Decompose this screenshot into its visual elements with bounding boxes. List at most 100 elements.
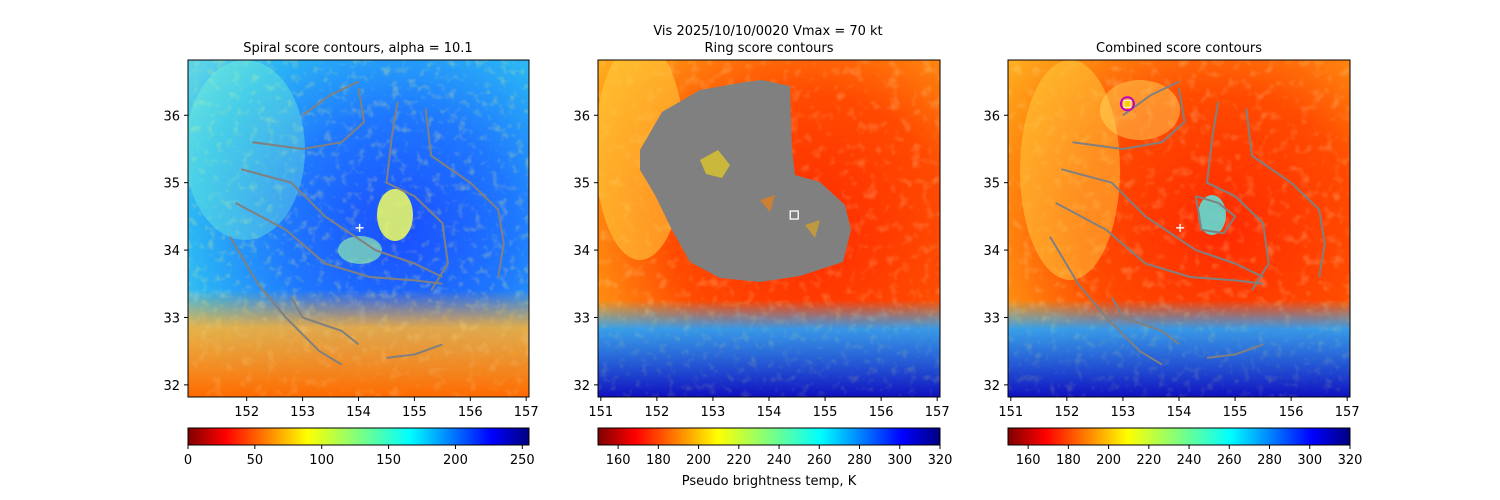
contour-line-3 (1055, 202, 1264, 285)
y-tick-label: 36 (573, 109, 590, 124)
center-plus (355, 223, 364, 232)
colorbar-tick-label: 280 (1257, 453, 1282, 468)
center-marker (1176, 223, 1185, 232)
center-plus (1176, 223, 1185, 232)
colorbar-tick-label: 250 (510, 453, 535, 468)
x-tick-label: 154 (757, 405, 782, 420)
x-tick-label: 151 (588, 405, 613, 420)
x-tick-label: 156 (1279, 405, 1304, 420)
colorbar-tick-label: 200 (1096, 453, 1121, 468)
colorbar-tick-label: 180 (646, 453, 671, 468)
y-tick-label: 34 (983, 244, 1000, 259)
colorbar-tick-label: 280 (847, 453, 872, 468)
panel-title: Ring score contours (704, 41, 833, 56)
contour-line-0 (302, 80, 359, 117)
panel-title: Combined score contours (1096, 41, 1262, 56)
colorbar-tick-label: 160 (1016, 453, 1041, 468)
colorbar-tick-label: 180 (1056, 453, 1081, 468)
x-tick-label: 157 (925, 405, 950, 420)
x-tick-label: 152 (234, 405, 259, 420)
y-axis: 32 33 34 35 36 (163, 109, 188, 394)
y-axis: 32 33 34 35 36 (573, 109, 598, 394)
x-axis: 152 153 154 155 156 157 (234, 397, 539, 420)
y-tick-label: 34 (163, 244, 180, 259)
x-axis: 151 152 153 154 155 156 157 (588, 397, 950, 420)
colorbar-tick-label: 100 (309, 453, 334, 468)
contour-line-7 (290, 296, 360, 346)
x-tick-label: 151 (998, 405, 1023, 420)
contour-line-1 (1072, 88, 1186, 150)
center-square (789, 210, 799, 220)
colorbar-tick-label: 160 (606, 453, 631, 468)
x-tick-label: 153 (701, 405, 726, 420)
colorbar-tick-label: 260 (807, 453, 832, 468)
x-tick-label: 153 (1111, 405, 1136, 420)
colorbar-tick-label: 150 (376, 453, 401, 468)
best-point-marker (1119, 96, 1135, 112)
spiral-contours (229, 80, 505, 366)
y-tick-label: 33 (983, 311, 1000, 326)
contour-line-5 (1206, 101, 1270, 292)
y-axis: 32 33 34 35 36 (983, 109, 1008, 394)
colorbar-tick-label: 260 (1217, 453, 1242, 468)
colorbar-tick-label: 200 (686, 453, 711, 468)
colorbar (1007, 427, 1351, 446)
y-tick-label: 35 (163, 177, 180, 192)
combined-score-panel: Combined score contours 151 152 153 154 155 1… (983, 41, 1362, 468)
x-tick-label: 156 (869, 405, 894, 420)
y-tick-label: 34 (573, 244, 590, 259)
x-tick-label: 155 (813, 405, 838, 420)
contour-line-6 (1245, 108, 1326, 278)
colorbar-tick-label: 220 (1136, 453, 1161, 468)
center-marker (355, 223, 364, 232)
colorbar-ticks: 160 180 200 220 240 260 280 300 320 (1016, 445, 1362, 468)
y-tick-label: 32 (163, 379, 180, 394)
x-tick-label: 152 (644, 405, 669, 420)
colorbar-ticks: 0 50 100 150 200 250 (184, 445, 535, 468)
x-tick-label: 155 (402, 405, 427, 420)
x-tick-label: 156 (458, 405, 483, 420)
x-axis: 151 152 153 154 155 156 157 (998, 397, 1360, 420)
y-tick-label: 32 (983, 379, 1000, 394)
figure-suptitle: Vis 2025/10/10/0020 Vmax = 70 kt (653, 24, 882, 39)
x-tick-label: 157 (1335, 405, 1360, 420)
x-tick-label: 154 (346, 405, 371, 420)
colorbar (187, 427, 530, 446)
x-tick-label: 157 (514, 405, 539, 420)
contour-line-8 (1206, 343, 1264, 359)
contour-line-2 (1061, 168, 1264, 278)
panel-title: Spiral score contours, alpha = 10.1 (243, 41, 472, 56)
contour-line-9 (1194, 195, 1237, 235)
contour-line-4 (1049, 236, 1163, 366)
contour-line-3 (235, 202, 443, 285)
colorbar-tick-label: 220 (726, 453, 751, 468)
colorbar-tick-label: 200 (443, 453, 468, 468)
colorbar-tick-label: 300 (887, 453, 912, 468)
y-tick-label: 33 (573, 311, 590, 326)
combined-contours (1049, 80, 1326, 366)
colorbar-tick-label: 0 (184, 453, 192, 468)
y-tick-label: 35 (983, 177, 1000, 192)
x-tick-label: 154 (1167, 405, 1192, 420)
y-tick-label: 32 (573, 379, 590, 394)
x-tick-label: 152 (1054, 405, 1079, 420)
y-tick-label: 36 (163, 109, 180, 124)
contour-line-2 (240, 168, 443, 278)
colorbar-ticks: 160 180 200 220 240 260 280 300 320 (606, 445, 952, 468)
contour-line-6 (424, 108, 505, 278)
y-tick-label: 36 (983, 109, 1000, 124)
ring-score-panel: Ring score contours 151 152 153 154 155 156 15… (573, 41, 952, 489)
satellite-image (598, 60, 940, 397)
colorbar-label: Pseudo brightness temp, K (682, 474, 857, 489)
contour-line-1 (252, 88, 366, 150)
best-point-circle (1119, 96, 1135, 112)
spiral-score-panel: Spiral score contours, alpha = 10.1 152 1… (163, 41, 538, 468)
y-tick-label: 35 (573, 177, 590, 192)
contour-line-7 (1110, 296, 1180, 346)
colorbar-tick-label: 300 (1297, 453, 1322, 468)
y-tick-label: 33 (163, 311, 180, 326)
x-tick-label: 155 (1223, 405, 1248, 420)
contour-line-4 (229, 236, 343, 366)
masked-region (640, 80, 851, 282)
